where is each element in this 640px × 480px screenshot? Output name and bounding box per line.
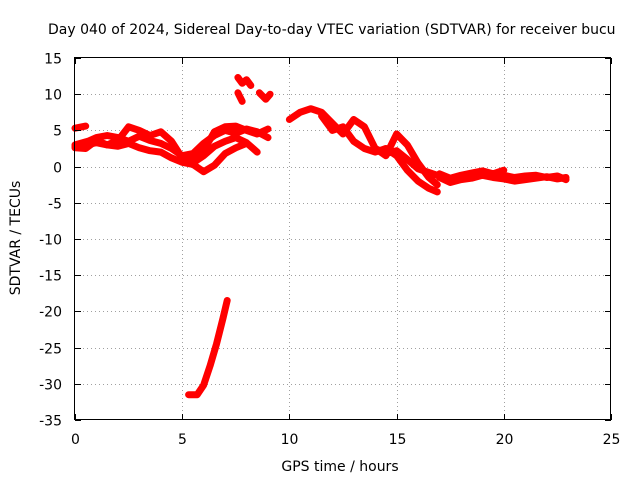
series-track-b [71,125,272,160]
y-tick-label: 0 [53,161,62,177]
series-track-i [285,105,441,189]
x-tick-label: 15 [389,432,407,448]
y-tick-label: -35 [39,414,62,430]
x-tick-label: 25 [603,432,621,448]
x-tick-label: 0 [71,432,80,448]
y-tick-label: 15 [44,52,62,68]
x-tick-label: 10 [281,432,299,448]
data-series-group [71,74,570,399]
y-tick-label: -30 [39,378,62,394]
series-track-k [371,145,441,179]
chart-title: Day 040 of 2024, Sidereal Day-to-day VTE… [48,22,616,38]
y-axis-label: SDTVAR / TECUs [8,181,24,296]
series-track-o [185,297,231,399]
axis-ticks: 0 5 10 15 20 25 15 10 5 0 -5 -10 -15 -20 -25 -30 -35 [39,52,620,449]
series-track-h [255,89,274,103]
y-tick-label: -10 [39,233,62,249]
y-tick-label: -25 [39,342,62,358]
series-track-n [500,171,570,184]
grid-lines [75,58,611,420]
series-track-a [71,122,90,132]
x-tick-label: 20 [496,432,514,448]
series-track-f [234,74,255,89]
plot-frame [74,57,611,420]
y-tick-label: -15 [39,269,62,285]
y-tick-label: -5 [48,197,62,213]
series-track-g [234,89,246,105]
y-tick-label: -20 [39,305,62,321]
x-tick-label: 5 [178,432,187,448]
series-track-e [178,134,261,167]
series-track-d [71,137,250,176]
y-tick-label: 10 [44,88,62,104]
series-track-l [436,166,508,182]
y-tick-label: 5 [53,124,62,140]
x-axis-label: GPS time / hours [281,459,398,475]
